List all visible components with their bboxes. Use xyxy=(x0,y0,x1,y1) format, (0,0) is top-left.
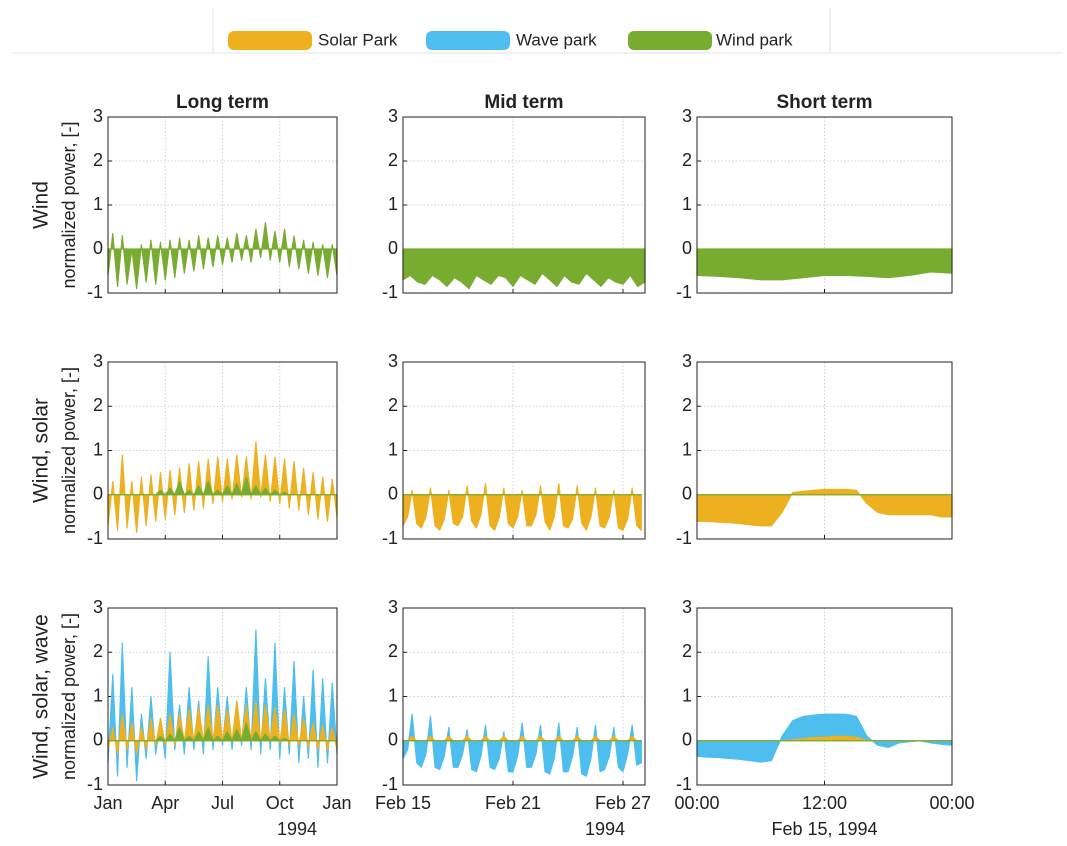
y-tick-label: -1 xyxy=(87,774,103,794)
area xyxy=(402,248,646,290)
y-tick-label: 0 xyxy=(682,484,692,504)
area xyxy=(107,441,338,533)
y-tick-label: 2 xyxy=(388,150,398,170)
y-tick-label: -1 xyxy=(676,774,692,794)
y-tick-label: 0 xyxy=(93,484,103,504)
x-axis-label: 1994 xyxy=(277,819,317,839)
legend-label: Wave park xyxy=(516,30,597,49)
y-tick-label: 1 xyxy=(682,439,692,459)
y-tick-label: 1 xyxy=(388,194,398,214)
y-tick-label: 3 xyxy=(388,351,398,371)
y-tick-label: -1 xyxy=(382,528,398,548)
area xyxy=(696,248,953,281)
panel-title: Long term xyxy=(176,92,269,113)
panel-title: Mid term xyxy=(484,92,563,113)
x-tick-label: 00:00 xyxy=(929,793,974,813)
axes-box xyxy=(107,116,338,294)
y-tick-label: 2 xyxy=(93,641,103,661)
y-tick-label: 3 xyxy=(388,597,398,617)
x-tick-label: Oct xyxy=(266,793,294,813)
y-tick-label: 0 xyxy=(93,730,103,750)
x-tick-label: 00:00 xyxy=(674,793,719,813)
x-tick-label: Apr xyxy=(151,793,179,813)
y-axis-label: normalized power, [-] xyxy=(59,121,79,288)
axes-box xyxy=(402,361,646,540)
y-tick-label: 0 xyxy=(388,238,398,258)
y-tick-label: 0 xyxy=(93,238,103,258)
y-tick-label: 2 xyxy=(682,395,692,415)
y-tick-label: 1 xyxy=(682,194,692,214)
x-tick-label: Feb 21 xyxy=(485,793,541,813)
axes-box xyxy=(696,116,953,294)
x-tick-label: Feb 27 xyxy=(595,793,651,813)
y-tick-label: 2 xyxy=(388,641,398,661)
axes-box xyxy=(696,607,953,786)
legend-swatch xyxy=(426,31,510,50)
row-title: Wind, solar, wave xyxy=(30,614,53,779)
legend-label: Wind park xyxy=(716,30,793,49)
axes-box xyxy=(402,607,646,786)
area xyxy=(107,722,338,742)
y-tick-label: -1 xyxy=(382,774,398,794)
legend: Solar Park Wave park Wind park xyxy=(12,8,1062,54)
axes-box xyxy=(402,116,646,294)
area xyxy=(107,476,338,496)
legend-swatch xyxy=(628,31,712,50)
y-tick-label: 1 xyxy=(388,685,398,705)
x-tick-label: Feb 15 xyxy=(375,793,431,813)
y-tick-label: 3 xyxy=(388,106,398,126)
x-tick-label: Jul xyxy=(211,793,234,813)
y-axis-label: normalized power, [-] xyxy=(59,613,79,780)
row-title: Wind, solar xyxy=(30,398,53,503)
legend-swatch xyxy=(228,31,312,50)
x-axis-label: 1994 xyxy=(585,819,625,839)
y-tick-label: -1 xyxy=(676,282,692,302)
y-tick-label: 1 xyxy=(93,194,103,214)
axes-box xyxy=(696,361,953,540)
y-axis-label: normalized power, [-] xyxy=(59,367,79,534)
x-tick-label: Jan xyxy=(322,793,351,813)
y-tick-label: 0 xyxy=(388,484,398,504)
x-tick-label: Jan xyxy=(93,793,122,813)
y-tick-label: -1 xyxy=(87,282,103,302)
area xyxy=(696,488,953,527)
area xyxy=(107,222,338,290)
y-tick-label: 1 xyxy=(93,439,103,459)
area xyxy=(402,713,642,777)
x-tick-label: 12:00 xyxy=(802,793,847,813)
y-tick-label: 3 xyxy=(93,597,103,617)
y-tick-label: 2 xyxy=(682,150,692,170)
y-tick-label: 0 xyxy=(682,238,692,258)
y-tick-label: 3 xyxy=(93,351,103,371)
y-tick-label: 3 xyxy=(682,597,692,617)
y-tick-label: 2 xyxy=(93,395,103,415)
legend-label: Solar Park xyxy=(318,30,398,49)
y-tick-label: -1 xyxy=(87,528,103,548)
panel-title: Short term xyxy=(776,92,872,113)
y-tick-label: 3 xyxy=(682,106,692,126)
y-tick-label: 3 xyxy=(93,106,103,126)
x-axis-label: Feb 15, 1994 xyxy=(771,819,877,839)
y-tick-label: 2 xyxy=(93,150,103,170)
y-tick-label: 2 xyxy=(682,641,692,661)
axes-box xyxy=(107,361,338,540)
row-title: Wind xyxy=(30,181,53,229)
y-tick-label: 3 xyxy=(682,351,692,371)
y-tick-label: 0 xyxy=(388,730,398,750)
y-tick-label: 1 xyxy=(93,685,103,705)
y-tick-label: -1 xyxy=(676,528,692,548)
y-tick-label: 1 xyxy=(682,685,692,705)
y-tick-label: -1 xyxy=(382,282,398,302)
y-tick-label: 0 xyxy=(682,730,692,750)
y-tick-label: 1 xyxy=(388,439,398,459)
axes-box xyxy=(107,607,338,786)
y-tick-label: 2 xyxy=(388,395,398,415)
